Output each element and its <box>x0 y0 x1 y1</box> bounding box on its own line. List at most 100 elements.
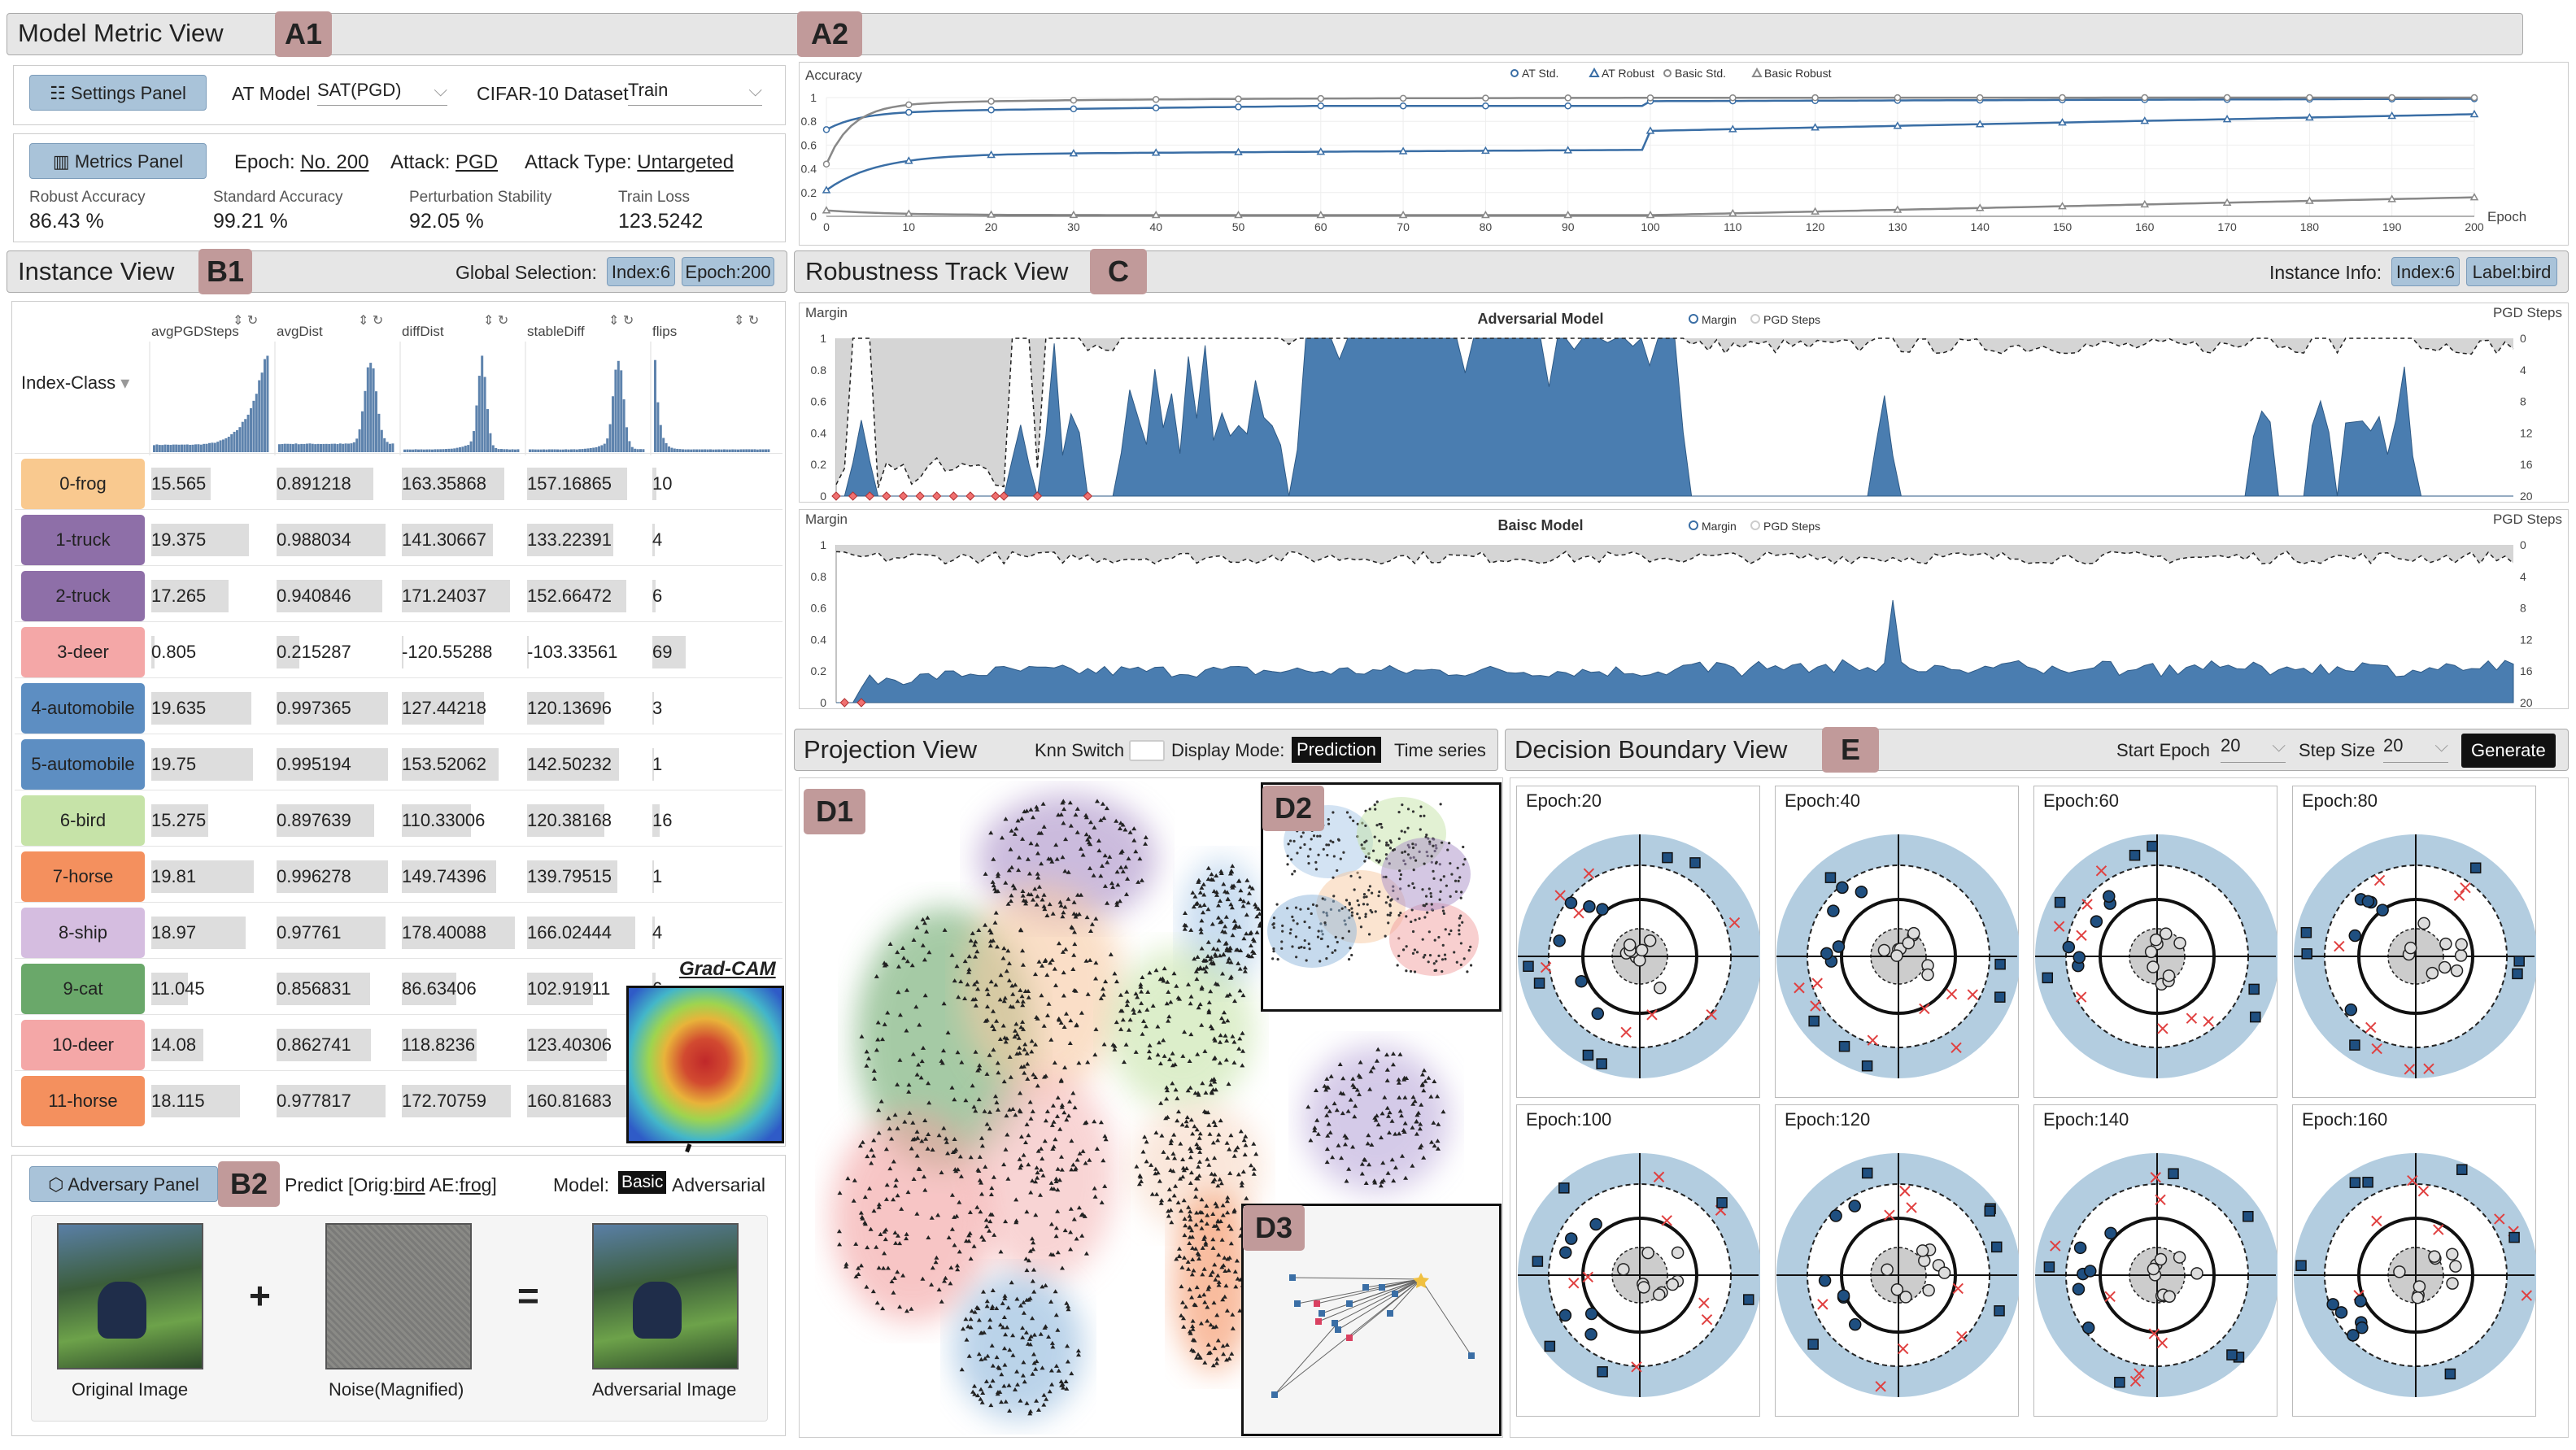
projection-point <box>1069 1371 1074 1376</box>
projection-point <box>1013 1021 1019 1026</box>
projection-point <box>1243 1134 1249 1139</box>
inset-point <box>1349 816 1352 819</box>
table-cell: 0.97761 <box>277 922 342 943</box>
class-label[interactable]: 5-automobile <box>21 739 145 790</box>
histogram-bar <box>467 445 470 452</box>
step-size-select[interactable]: 20 ⌵ <box>2383 735 2448 763</box>
global-index-button[interactable]: Index:6 <box>607 257 675 286</box>
time-series-mode-button[interactable]: Time series <box>1394 740 1486 760</box>
histogram-bar <box>491 445 495 452</box>
settings-panel-button[interactable]: ☷ Settings Panel <box>29 75 207 111</box>
sort-icon[interactable]: ⇕ ↻ <box>358 314 384 328</box>
attack-value[interactable]: PGD <box>455 151 499 173</box>
projection-point <box>1018 928 1024 933</box>
projection-point <box>972 1383 977 1388</box>
class-label[interactable]: 1-truck <box>21 515 145 565</box>
projection-point <box>1334 1108 1340 1113</box>
projection-point <box>1003 1332 1009 1337</box>
misclassified-sample <box>1827 904 1840 917</box>
class-label[interactable]: 6-bird <box>21 795 145 846</box>
histogram-bar <box>250 408 252 452</box>
projection-point <box>872 1076 877 1081</box>
class-label[interactable]: 2-truck <box>21 571 145 621</box>
projection-point <box>990 1378 996 1383</box>
accuracy-point <box>1317 102 1325 110</box>
histogram-bar <box>322 443 325 452</box>
x-tick-label: 10 <box>913 502 926 503</box>
value-bar <box>402 973 457 1005</box>
start-epoch-select[interactable]: 20 ⌵ <box>2221 735 2286 763</box>
projection-point <box>1190 1234 1195 1239</box>
badge-b2: B2 <box>218 1161 280 1207</box>
projection-point <box>1142 1134 1148 1139</box>
index-class-header[interactable]: Index-Class ▾ <box>21 372 129 394</box>
projection-point <box>909 1306 914 1311</box>
projection-point <box>976 1097 982 1102</box>
knn-switch[interactable] <box>1129 740 1165 761</box>
projection-point <box>966 954 972 959</box>
adversary-panel-button[interactable]: ⬡ Adversary Panel <box>29 1166 218 1202</box>
chevron-down-icon: ⌵ <box>2272 735 2286 755</box>
attack-type-value[interactable]: Untargeted <box>637 151 734 173</box>
class-label[interactable]: 0-frog <box>21 459 145 509</box>
dataset-select[interactable]: Train ⌵ <box>628 80 762 106</box>
projection-point <box>1063 947 1069 951</box>
projection-point <box>1183 911 1188 915</box>
inset-point <box>1444 957 1447 960</box>
projection-point <box>1173 1183 1179 1188</box>
at-model-select[interactable]: SAT(PGD) ⌵ <box>317 80 447 106</box>
class-label[interactable]: 8-ship <box>21 908 145 958</box>
projection-point <box>1400 1153 1405 1158</box>
projection-point <box>880 1037 885 1042</box>
projection-point <box>1189 1228 1195 1233</box>
sort-icon[interactable]: ⇕ ↻ <box>734 314 760 328</box>
accuracy-point <box>1070 96 1078 104</box>
accuracy-point <box>1728 124 1737 133</box>
class-label[interactable]: 11-horse <box>21 1076 145 1126</box>
projection-point <box>1057 899 1063 904</box>
clean-sample <box>1922 1283 1935 1297</box>
projection-point <box>1238 948 1244 952</box>
table-cell: 10 <box>652 473 673 494</box>
projection-point <box>1251 938 1257 943</box>
projection-point <box>1076 1352 1081 1357</box>
inset-point <box>1442 912 1446 915</box>
sort-icon[interactable]: ⇕ ↻ <box>483 314 509 328</box>
epoch-value[interactable]: No. 200 <box>300 151 369 173</box>
accuracy-ylabel: Accuracy <box>805 67 862 83</box>
projection-point <box>1061 970 1066 975</box>
projection-point <box>1149 1162 1154 1167</box>
class-label[interactable]: 9-cat <box>21 964 145 1014</box>
projection-point <box>1188 1217 1193 1221</box>
sort-icon[interactable]: ⇕ ↻ <box>233 314 259 328</box>
instance-label-button[interactable]: Label:bird <box>2466 257 2557 286</box>
histogram-bar <box>761 449 765 452</box>
projection-scatter[interactable] <box>799 777 1503 1438</box>
metrics-panel-button[interactable]: ▥ Metrics Panel <box>29 143 207 179</box>
model-basic-toggle[interactable]: Basic <box>618 1171 667 1194</box>
projection-point <box>1188 1155 1193 1160</box>
class-label[interactable]: 7-horse <box>21 851 145 902</box>
misclassified-sample <box>2354 1295 2367 1308</box>
projection-point <box>1109 881 1114 886</box>
projection-point <box>1091 873 1096 877</box>
table-cell: 0.996278 <box>277 866 351 886</box>
prediction-mode-button[interactable]: Prediction <box>1292 737 1381 763</box>
projection-point <box>1134 1164 1140 1169</box>
projection-point <box>1220 971 1225 976</box>
clean-sample <box>1654 982 1667 995</box>
class-label[interactable]: 10-deer <box>21 1020 145 1070</box>
adversarial-sample <box>1631 1361 1642 1373</box>
projection-point <box>1014 1051 1020 1056</box>
global-epoch-button[interactable]: Epoch:200 <box>682 257 774 286</box>
adversarial-sample <box>1875 1381 1886 1392</box>
projection-point <box>939 1299 944 1304</box>
instance-index-button[interactable]: Index:6 <box>2391 257 2460 286</box>
generate-button[interactable]: Generate <box>2461 734 2556 768</box>
model-adversarial-toggle[interactable]: Adversarial <box>672 1174 766 1195</box>
sort-icon[interactable]: ⇕ ↻ <box>608 314 634 328</box>
class-label[interactable]: 3-deer <box>21 627 145 677</box>
projection-point <box>1371 1065 1376 1070</box>
d3-knn-graph[interactable] <box>1244 1206 1499 1434</box>
class-label[interactable]: 4-automobile <box>21 683 145 734</box>
